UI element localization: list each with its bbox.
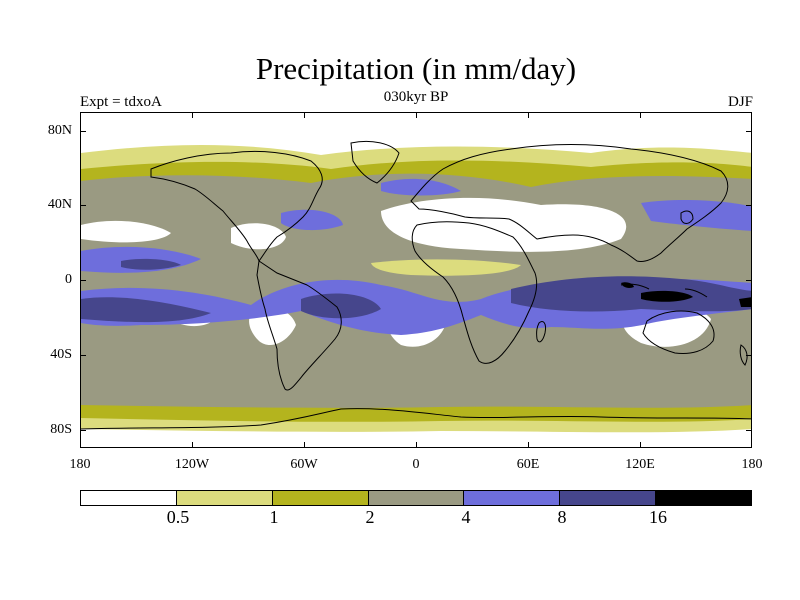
- colorbar-segment-1-2: [272, 491, 369, 505]
- x-label-120e: 120E: [625, 457, 655, 472]
- x-tick-60e: [528, 442, 529, 448]
- coast-indonesia: [620, 283, 708, 300]
- y-label-0: 0: [65, 272, 72, 287]
- colorbar-segment-8-16: [560, 491, 657, 505]
- colorbar-label-1: 1: [269, 507, 279, 527]
- coast-north-america: [150, 150, 323, 263]
- y-label-80n: 80N: [47, 123, 72, 138]
- x-label-120w: 120W: [174, 457, 210, 472]
- colorbar-label-16: 16: [649, 507, 667, 527]
- y-label-80s: 80S: [50, 422, 72, 437]
- experiment-label: Expt = tdxoA: [80, 94, 162, 110]
- coastlines: [81, 140, 751, 430]
- x-label-60e: 60E: [516, 457, 540, 472]
- colorbar-segment-gt-16: [656, 491, 752, 505]
- x-label-180-east: 180: [741, 457, 763, 472]
- coast-antarctica: [81, 408, 751, 430]
- x-tick-120e-top: [640, 112, 641, 118]
- map-canvas: [81, 113, 751, 447]
- colorbar-label-8: 8: [557, 507, 567, 527]
- y-tick-40s-right: [746, 355, 752, 356]
- x-tick-120w: [192, 442, 193, 448]
- y-tick-80s-right: [746, 430, 752, 431]
- period-label: 030kyr BP: [383, 89, 449, 105]
- x-label-180-west: 180: [69, 457, 91, 472]
- coast-new-zealand: [739, 344, 748, 366]
- colorbar-label-4: 4: [461, 507, 471, 527]
- extreme-precip: [621, 282, 751, 307]
- coast-greenland: [350, 140, 400, 184]
- y-tick-80n-right: [746, 131, 752, 132]
- y-tick-40n: [80, 205, 86, 206]
- colorbar-label-0.5: 0.5: [166, 507, 190, 527]
- x-tick-120e: [640, 442, 641, 448]
- y-tick-0-right: [746, 280, 752, 281]
- heavy-precip-cores: [81, 258, 751, 323]
- colorbar-segment-2-4: [368, 491, 465, 505]
- y-tick-80s: [80, 430, 86, 431]
- colorbar-label-2: 2: [365, 507, 375, 527]
- x-tick-60w: [304, 442, 305, 448]
- y-tick-40s: [80, 355, 86, 356]
- y-tick-80n: [80, 131, 86, 132]
- y-tick-40n-right: [746, 205, 752, 206]
- plot-title: Precipitation (in mm/day): [255, 51, 577, 86]
- x-tick-0-top: [416, 112, 417, 118]
- x-tick-60w-top: [304, 112, 305, 118]
- precipitation-map: [80, 112, 752, 448]
- colorbar: [80, 490, 752, 506]
- y-label-40s: 40S: [50, 347, 72, 362]
- colorbar-segment-0.5-1: [176, 491, 273, 505]
- y-label-40n: 40N: [47, 197, 72, 212]
- colorbar-segment-lt-0.5: [81, 491, 177, 505]
- x-label-60w: 60W: [290, 457, 318, 472]
- coast-south-america: [256, 260, 342, 391]
- coast-madagascar: [536, 320, 546, 343]
- x-tick-120w-top: [192, 112, 193, 118]
- x-label-0: 0: [412, 457, 420, 472]
- coast-africa: [411, 221, 538, 364]
- coast-eurasia: [410, 144, 729, 262]
- x-tick-60e-top: [528, 112, 529, 118]
- colorbar-segment-4-8: [464, 491, 561, 505]
- y-tick-0: [80, 280, 86, 281]
- coast-japan: [680, 210, 694, 224]
- coast-australia: [642, 310, 715, 354]
- x-tick-0: [416, 442, 417, 448]
- season-label: DJF: [727, 94, 753, 110]
